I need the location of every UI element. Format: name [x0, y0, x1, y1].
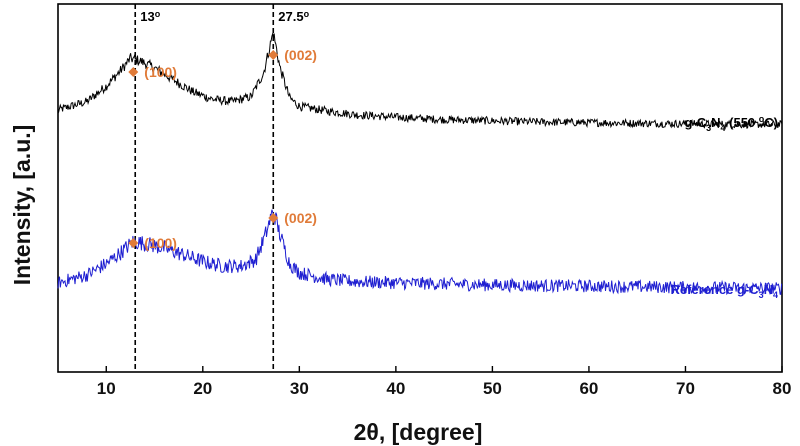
y-axis-label: Intensity, [a.u.]: [9, 125, 35, 286]
reference-line-label: 27.5o: [278, 9, 309, 24]
plot-area: [57, 3, 783, 373]
series-label-bottom: Reference g-C3N4: [670, 282, 778, 300]
x-axis-label: 2θ, [degree]: [354, 419, 483, 445]
x-tick-label: 40: [386, 379, 405, 398]
x-tick-label: 50: [483, 379, 502, 398]
reference-lines: 13o 27.5o: [134, 4, 310, 372]
peak-marker-label: (100): [144, 235, 177, 251]
series-line-0: [57, 31, 783, 130]
x-tick-label: 30: [290, 379, 309, 398]
plot-frame: [57, 3, 783, 373]
x-tick-label: 80: [773, 379, 792, 398]
x-tick-label: 70: [676, 379, 695, 398]
peak-marker-diamond: [268, 213, 279, 223]
x-tick-label: 20: [193, 379, 212, 398]
x-tick-label: 60: [579, 379, 598, 398]
peak-marker-diamond: [268, 50, 279, 60]
series-group: [57, 31, 783, 296]
reference-line-label: 13o: [140, 9, 160, 24]
series-label-top: g-C3N4 (550 oC): [684, 114, 778, 133]
x-tick-label: 10: [97, 379, 116, 398]
peak-markers: (100) (002) (100) (002): [128, 47, 317, 251]
x-ticks: 10 20 30 40 50 60 70 80: [97, 366, 792, 398]
peak-marker-diamond: [128, 67, 139, 77]
series-line-1: [57, 209, 783, 296]
peak-marker-label: (100): [144, 64, 177, 80]
peak-marker-label: (002): [284, 47, 317, 63]
peak-marker-label: (002): [284, 210, 317, 226]
peak-marker-diamond: [128, 238, 139, 248]
